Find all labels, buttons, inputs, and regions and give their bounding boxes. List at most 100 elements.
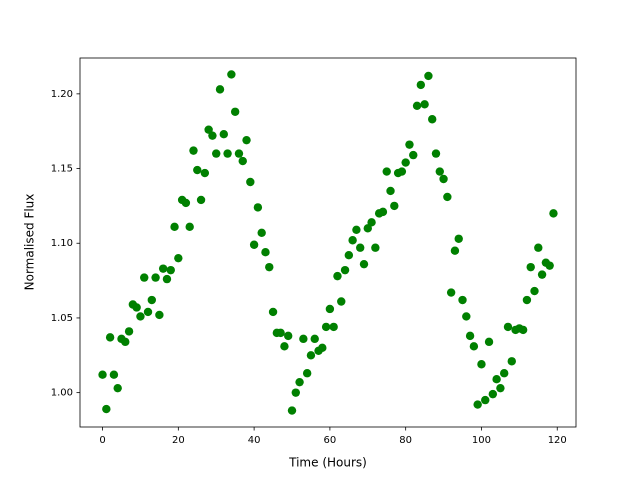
plot-frame [79,57,577,428]
data-point [102,404,111,414]
data-point [249,240,259,249]
x-tick-label: 100 [472,435,491,446]
x-tick-label: 60 [324,435,337,446]
data-point [340,265,350,275]
data-point [295,377,304,387]
data-point [284,331,293,341]
data-point [333,271,342,281]
data-point [261,248,270,257]
data-point [356,243,365,252]
data-point [212,149,221,158]
data-point [431,149,441,158]
data-point [113,383,122,393]
data-point [518,325,528,335]
data-point [465,331,475,341]
data-point [158,264,168,273]
data-point [405,140,414,149]
data-point [397,167,407,176]
data-point [219,129,228,139]
data-point [200,168,210,178]
data-point [306,351,316,360]
data-point [507,357,516,366]
data-point [477,360,486,369]
data-point [143,307,153,317]
data-point [428,115,437,124]
data-point [450,246,460,255]
data-point [299,334,308,344]
data-point [344,250,354,260]
data-point [291,388,300,397]
data-point [424,71,433,81]
data-point [435,167,444,176]
data-point [189,146,198,155]
data-point [503,322,513,332]
data-point [321,322,331,332]
data-point [302,369,312,378]
data-point [310,334,319,344]
data-point [98,370,107,379]
data-point [174,253,183,263]
data-point [280,342,289,351]
data-point [151,273,160,282]
data-point [443,192,452,202]
data-point [193,165,202,175]
data-point [223,149,232,158]
data-point [530,286,539,296]
data-point [378,207,388,217]
y-tick-label: 1.00 [51,388,73,399]
data-point [488,389,498,399]
data-point [367,218,376,227]
data-point [265,262,274,272]
data-point [325,304,335,314]
data-point [412,101,422,111]
data-point [246,177,255,187]
x-tick-label: 120 [548,435,567,446]
data-point [181,198,191,208]
y-axis-label: Normalised Flux [23,194,37,291]
data-point [348,236,357,245]
data-point [359,259,369,269]
data-point [318,343,327,353]
data-point [454,234,463,243]
data-point [121,337,130,347]
data-point [537,270,547,279]
data-point [215,85,225,94]
data-point [416,80,426,90]
data-point [329,322,338,332]
data-point [371,243,380,252]
data-point [140,273,149,282]
data-point [462,312,471,321]
data-point [276,328,285,338]
data-point [409,150,418,160]
data-point [287,406,297,415]
y-tick-label: 1.15 [51,164,73,175]
data-point [136,312,145,321]
y-tick-label: 1.20 [51,89,73,100]
data-point [420,100,429,109]
data-point [469,342,479,351]
data-point [155,310,164,320]
data-point [499,369,509,378]
data-point [238,156,247,166]
data-point [496,383,505,393]
x-tick-label: 20 [172,435,185,446]
data-point [481,395,490,405]
y-tick-label: 1.05 [51,313,73,324]
x-axis-label: Time (Hours) [288,456,367,470]
data-point [386,186,395,196]
data-point [185,222,194,232]
data-point [363,224,372,233]
data-point [208,131,217,140]
data-point [234,149,244,158]
data-point [204,125,213,134]
data-point [132,303,141,312]
data-point [105,333,115,342]
data-point [242,135,251,145]
data-point [446,288,456,297]
x-tick-label: 0 [99,435,105,446]
data-point [401,158,410,167]
data-point [382,167,391,176]
data-point [124,327,134,336]
